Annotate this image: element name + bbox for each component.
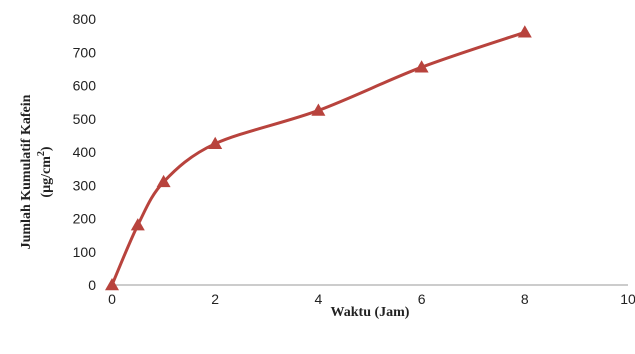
- y-tick-label: 0: [88, 277, 96, 293]
- y-tick-label: 500: [73, 111, 97, 127]
- y-tick-label: 300: [73, 177, 97, 193]
- series-line: [110, 30, 527, 287]
- y-tick-label: 600: [73, 78, 97, 94]
- y-tick-label: 800: [73, 11, 97, 27]
- triangle-marker: [208, 136, 223, 149]
- x-tick-label: 6: [418, 291, 426, 307]
- x-tick-label: 0: [108, 291, 116, 307]
- x-tick-label: 8: [521, 291, 529, 307]
- y-axis-unit-superscript: 2: [36, 151, 47, 156]
- y-tick-label: 200: [73, 211, 97, 227]
- y-tick-label: 100: [73, 244, 97, 260]
- triangle-marker: [517, 25, 532, 38]
- data-point-markers: [105, 25, 532, 291]
- x-tick-label: 4: [315, 291, 323, 307]
- x-tick-label: 2: [211, 291, 219, 307]
- triangle-marker: [414, 60, 429, 73]
- y-tick-labels: 0 100 200 300 400 500 600 700 800: [73, 11, 97, 293]
- y-axis-unit-close: ): [39, 146, 54, 151]
- x-axis-label: Waktu (Jam): [331, 305, 410, 320]
- triangle-marker: [311, 103, 326, 116]
- x-tick-labels: 0 2 4 6 8 10: [108, 291, 635, 307]
- y-axis-label-line1: Jumlah Kumulatif Kafein: [19, 94, 34, 249]
- x-tick-label: 10: [620, 291, 635, 307]
- y-axis-label-line2: (µg/cm2): [36, 146, 54, 198]
- triangle-marker: [156, 174, 171, 188]
- y-axis-unit: (µg/cm: [39, 156, 54, 198]
- y-tick-label: 700: [73, 44, 97, 60]
- triangle-marker: [130, 218, 145, 231]
- y-tick-label: 400: [73, 144, 97, 160]
- triangle-marker: [105, 278, 119, 291]
